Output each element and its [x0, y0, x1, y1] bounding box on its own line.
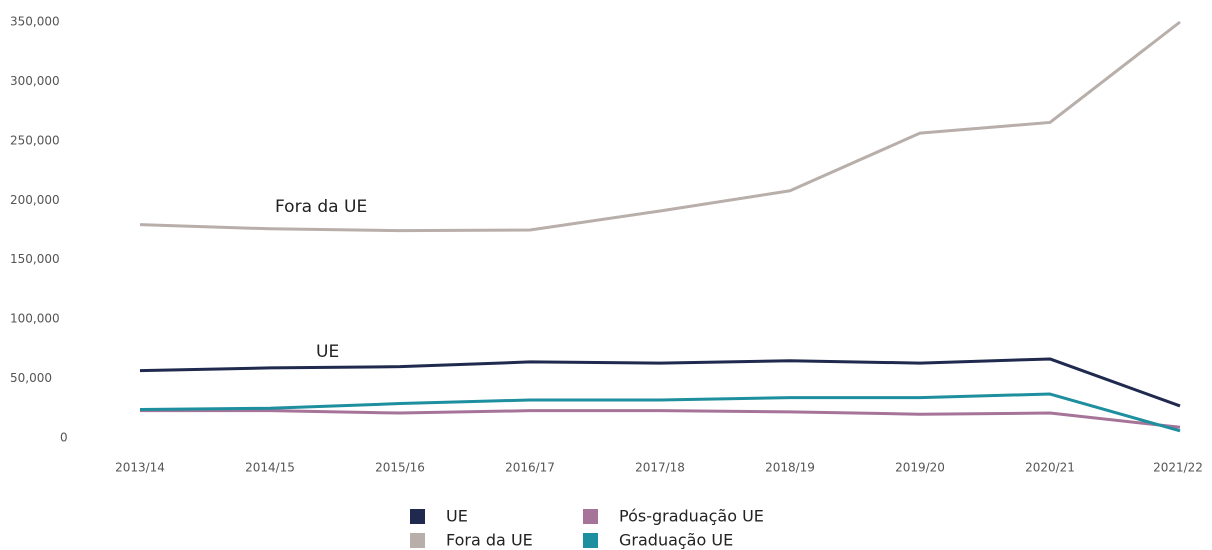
x-tick-label: 2015/16 [375, 461, 425, 475]
x-tick-label: 2013/14 [115, 461, 165, 475]
x-tick-label: 2014/15 [245, 461, 295, 475]
x-tick-label: 2019/20 [895, 461, 945, 475]
legend-label: UE [446, 507, 468, 526]
legend-swatch [583, 533, 598, 548]
legend-swatch [583, 509, 598, 524]
legend-swatch [410, 509, 425, 524]
y-tick-label: 50,000 [10, 371, 52, 385]
x-tick-label: 2018/19 [765, 461, 815, 475]
x-tick-label: 2020/21 [1025, 461, 1075, 475]
x-tick-label: 2017/18 [635, 461, 685, 475]
y-tick-label: 250,000 [10, 133, 60, 147]
y-tick-label: 200,000 [10, 193, 60, 207]
annotation: UE [316, 342, 339, 362]
line [140, 409, 1181, 429]
y-tick-label: 350,000 [10, 15, 60, 29]
x-tick-label: 2016/17 [505, 461, 555, 475]
line [139, 20, 1181, 233]
legend-label: Graduação UE [619, 531, 733, 550]
line [139, 357, 1181, 408]
line [139, 392, 1181, 433]
y-tick-label: 0 [60, 431, 68, 445]
legend-swatch [410, 533, 425, 548]
legend-label: Pós-graduação UE [619, 507, 764, 526]
y-tick-label: 300,000 [10, 74, 60, 88]
annotation: Fora da UE [275, 197, 367, 217]
legend-label: Fora da UE [446, 531, 533, 550]
y-tick-label: 100,000 [10, 312, 60, 326]
x-tick-label: 2021/22 [1153, 461, 1203, 475]
y-tick-label: 150,000 [10, 252, 60, 266]
